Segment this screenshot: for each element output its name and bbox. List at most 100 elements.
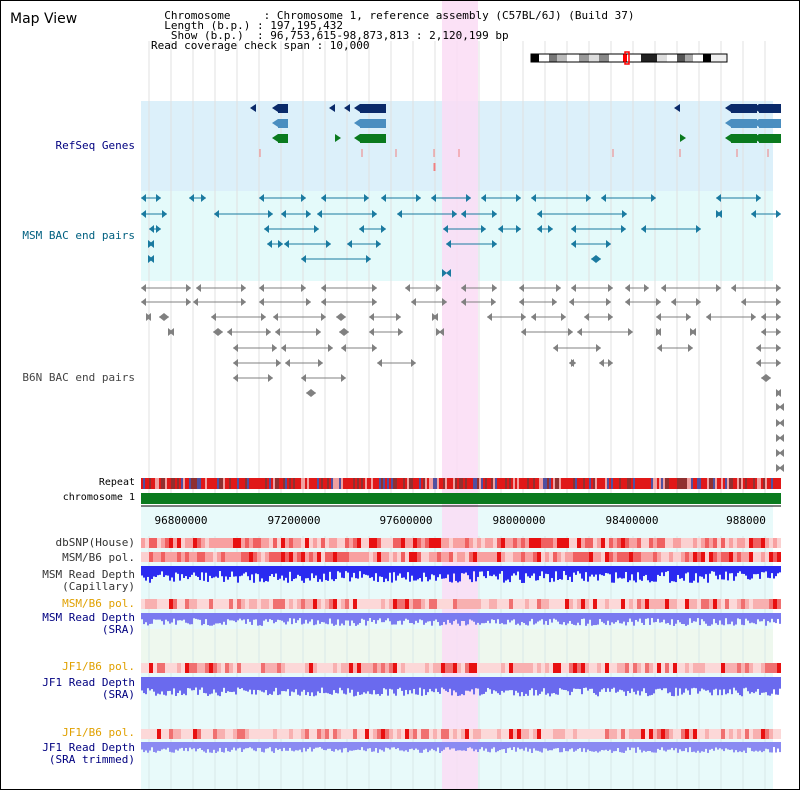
- bac-end-marker: [364, 194, 369, 202]
- read-depth-bar: [405, 613, 407, 619]
- polymorphism-bin: [629, 729, 633, 739]
- read-depth-bar: [521, 742, 523, 749]
- read-depth-bar: [407, 677, 409, 695]
- polymorphism-bin: [613, 729, 617, 739]
- track-label-msm-b6-pol-1[interactable]: MSM/B6 pol.: [62, 551, 135, 564]
- polymorphism-bin: [669, 729, 673, 739]
- polymorphism-bin: [313, 663, 317, 673]
- polymorphism-bin: [529, 538, 533, 548]
- polymorphism-bin: [501, 552, 505, 562]
- polymorphism-bin: [601, 729, 605, 739]
- read-depth-bar: [659, 677, 661, 689]
- read-depth-bar: [283, 677, 285, 692]
- read-depth-bar: [769, 613, 771, 623]
- read-depth-bar: [493, 566, 495, 575]
- read-depth-bar: [153, 613, 155, 620]
- read-depth-bar: [223, 613, 225, 622]
- polymorphism-bin: [233, 552, 237, 562]
- read-depth-bar: [169, 613, 171, 624]
- read-depth-bar: [457, 677, 459, 696]
- polymorphism-bin: [457, 663, 461, 673]
- polymorphism-bin: [377, 538, 381, 548]
- repeat-segment: [369, 478, 371, 489]
- track-label-jf1-depth-trimmed[interactable]: JF1 Read Depth (SRA trimmed): [42, 742, 135, 766]
- read-depth-bar: [173, 613, 175, 619]
- repeat-segment: [637, 478, 639, 489]
- polymorphism-bin: [281, 552, 285, 562]
- polymorphism-bin: [321, 663, 325, 673]
- polymorphism-bin: [761, 729, 765, 739]
- bac-end-marker: [398, 328, 403, 336]
- read-depth-bar: [599, 566, 601, 575]
- ideogram-band: [579, 54, 589, 62]
- read-depth-bar: [771, 677, 773, 694]
- track-label-b6n-bac[interactable]: B6N BAC end pairs: [22, 371, 135, 384]
- read-depth-bar: [665, 566, 667, 572]
- polymorphism-bin: [745, 552, 749, 562]
- read-depth-bar: [157, 566, 159, 576]
- read-depth-bar: [247, 566, 249, 577]
- polymorphism-bin: [605, 729, 609, 739]
- polymorphism-bin: [197, 538, 201, 548]
- read-depth-bar: [507, 677, 509, 691]
- track-label-msm-depth-capillary[interactable]: MSM Read Depth (Capillary): [42, 569, 135, 593]
- gene-arrow: [680, 134, 686, 142]
- bac-end-marker: [537, 225, 542, 233]
- bac-end-marker: [776, 313, 781, 321]
- bac-end-marker: [446, 269, 451, 277]
- read-depth-bar: [639, 566, 641, 580]
- read-depth-bar: [699, 677, 701, 692]
- polymorphism-bin: [425, 663, 429, 673]
- read-depth-bar: [571, 613, 573, 624]
- repeat-segment: [411, 478, 413, 489]
- track-label-chromosome[interactable]: chromosome 1: [62, 492, 135, 503]
- repeat-segment: [297, 478, 299, 489]
- polymorphism-bin: [721, 729, 725, 739]
- polymorphism-bin: [737, 552, 741, 562]
- read-depth-bar: [759, 613, 761, 622]
- read-depth-bar: [295, 566, 297, 579]
- polymorphism-bin: [577, 552, 581, 562]
- polymorphism-bin: [261, 538, 265, 548]
- read-depth-bar: [685, 566, 687, 574]
- read-depth-bar: [605, 613, 607, 625]
- polymorphism-bin: [273, 663, 277, 673]
- bac-end-marker: [531, 313, 536, 321]
- read-depth-bar: [193, 742, 195, 749]
- track-label-repeat[interactable]: Repeat: [98, 477, 135, 488]
- track-label-msm-bac[interactable]: MSM BAC end pairs: [22, 229, 135, 242]
- bac-end-marker: [461, 298, 466, 306]
- bac-end-marker: [606, 298, 611, 306]
- read-depth-bar: [577, 742, 579, 750]
- polymorphism-bin: [313, 538, 317, 548]
- repeat-segment: [345, 478, 347, 489]
- track-label-jf1-b6-pol-2[interactable]: JF1/B6 pol.: [62, 726, 135, 739]
- repeat-segment: [255, 478, 257, 489]
- polymorphism-bin: [741, 729, 745, 739]
- track-label-msm-b6-pol-2[interactable]: MSM/B6 pol.: [62, 597, 135, 610]
- track-label-jf1-depth-sra[interactable]: JF1 Read Depth (SRA): [42, 677, 135, 701]
- read-depth-bar: [343, 677, 345, 694]
- read-depth-bar: [489, 742, 491, 753]
- polymorphism-bin: [645, 663, 649, 673]
- track-label-jf1-b6-pol-1[interactable]: JF1/B6 pol.: [62, 660, 135, 673]
- repeat-segment: [521, 478, 523, 489]
- polymorphism-bin: [373, 663, 377, 673]
- read-depth-bar: [503, 677, 505, 693]
- read-depth-bar: [467, 742, 469, 748]
- polymorphism-bin: [773, 538, 777, 548]
- polymorphism-bin: [141, 552, 145, 562]
- track-label-msm-depth-sra[interactable]: MSM Read Depth (SRA): [42, 612, 135, 636]
- read-depth-bar: [295, 742, 297, 751]
- polymorphism-bin: [477, 538, 481, 548]
- track-label-refseq-genes[interactable]: RefSeq Genes: [55, 139, 135, 152]
- polymorphism-bin: [653, 552, 657, 562]
- polymorphism-bin: [241, 552, 245, 562]
- track-label-dbsnp[interactable]: dbSNP(House): [55, 536, 135, 549]
- repeat-segment: [227, 478, 229, 489]
- polymorphism-bin: [553, 729, 557, 739]
- read-depth-bar: [411, 742, 413, 749]
- bac-end-marker: [776, 359, 781, 367]
- gene-arrow: [354, 119, 360, 127]
